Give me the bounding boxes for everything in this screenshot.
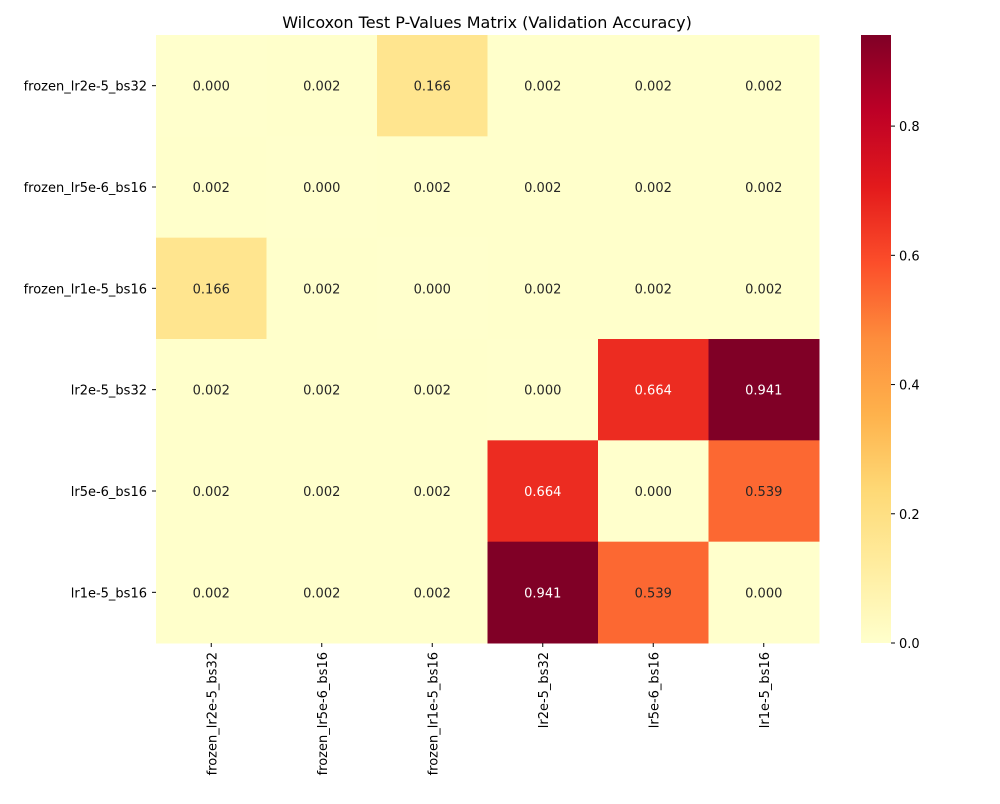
cell-value-label: 0.002 (303, 80, 340, 95)
cell-value-label: 0.002 (635, 80, 672, 95)
x-tick-label: frozen_lr5e-6_bs16 (316, 652, 331, 775)
x-tick-label: lr1e-5_bs16 (758, 652, 773, 728)
colorbar-tick-label: 0.8 (899, 120, 920, 135)
colorbar-tick-label: 0.6 (899, 249, 920, 264)
colorbar-tick-label: 0.2 (899, 508, 920, 523)
cell-value-label: 0.000 (303, 181, 340, 196)
cell-value-label: 0.000 (745, 586, 782, 601)
cell-value-label: 0.002 (303, 586, 340, 601)
cell-value-label: 0.002 (303, 485, 340, 500)
cell-value-label: 0.002 (414, 384, 451, 399)
heatmap-cells (156, 35, 820, 644)
colorbar-tick-label: 0.4 (899, 379, 920, 394)
cell-value-label: 0.002 (635, 181, 672, 196)
y-tick-label: lr2e-5_bs32 (71, 384, 147, 399)
heatmap-cell (708, 541, 820, 644)
cell-value-label: 0.002 (745, 282, 782, 297)
heatmap-cell (708, 237, 820, 340)
heatmap-cell (487, 136, 599, 239)
heatmap-cell (156, 237, 267, 340)
y-tick-label: frozen_lr5e-6_bs16 (24, 181, 147, 196)
heatmap-cell (487, 440, 599, 543)
y-axis: frozen_lr2e-5_bs32 frozen_lr5e-6_bs16froz… (24, 80, 156, 601)
cell-value-label: 0.002 (745, 80, 782, 95)
cell-value-label: 0.002 (193, 384, 230, 399)
cell-value-label: 0.002 (745, 181, 782, 196)
cell-value-label: 0.002 (193, 586, 230, 601)
heatmap-cell (156, 339, 267, 441)
cell-value-label: 0.000 (193, 80, 230, 95)
colorbar: 0.0 0.2 0.4 0.6 0.8 (861, 35, 920, 652)
heatmap-cell (598, 541, 709, 644)
heatmap-cell (377, 35, 488, 137)
heatmap-cell (598, 339, 709, 441)
heatmap-cell (266, 237, 378, 340)
heatmap-cell (266, 440, 378, 543)
x-tick-label: lr2e-5_bs32 (537, 652, 552, 728)
y-tick-label: frozen_lr1e-5_bs16 (24, 282, 147, 297)
heatmap-cell (266, 35, 378, 137)
x-tick-label: frozen_lr1e-5_bs16 (426, 652, 441, 775)
cell-value-label: 0.002 (193, 485, 230, 500)
cell-value-label: 0.166 (193, 282, 230, 297)
heatmap-cell (598, 35, 709, 137)
cell-value-label: 0.002 (635, 282, 672, 297)
heatmap-cell (377, 339, 488, 441)
cell-value-label: 0.002 (414, 181, 451, 196)
heatmap-cell (156, 541, 267, 644)
heatmap-cell (266, 136, 378, 239)
cell-value-label: 0.539 (745, 485, 782, 500)
y-tick-label: lr1e-5_bs16 (71, 586, 147, 601)
cell-value-label: 0.002 (414, 485, 451, 500)
chart-title: Wilcoxon Test P-Values Matrix (Validatio… (282, 13, 692, 32)
cell-value-label: 0.002 (524, 80, 561, 95)
cell-value-label: 0.941 (524, 586, 561, 601)
heatmap-cell (377, 237, 488, 340)
colorbar-gradient (861, 35, 891, 643)
heatmap-cell (598, 440, 709, 543)
cell-value-label: 0.941 (745, 384, 782, 399)
cell-value-label: 0.002 (414, 586, 451, 601)
heatmap-cell (708, 339, 820, 441)
heatmap-cell (156, 35, 267, 137)
cell-value-label: 0.664 (524, 485, 561, 500)
y-tick-label: frozen_lr2e-5_bs32 (24, 80, 147, 95)
x-tick-label: lr5e-6_bs16 (647, 652, 662, 728)
heatmap-cell (487, 339, 599, 441)
cell-value-label: 0.002 (193, 181, 230, 196)
heatmap-cell (487, 237, 599, 340)
heatmap-cell (708, 136, 820, 239)
heatmap-cell (377, 440, 488, 543)
heatmap-cell (708, 35, 820, 137)
y-tick-label: lr5e-6_bs16 (71, 485, 147, 500)
x-tick-label: frozen_lr2e-5_bs32 (205, 652, 220, 775)
cell-value-label: 0.539 (635, 586, 672, 601)
heatmap-cell (156, 440, 267, 543)
heatmap-cell (487, 35, 599, 137)
cell-value-label: 0.166 (414, 80, 451, 95)
cell-value-label: 0.000 (414, 282, 451, 297)
heatmap-cell (377, 541, 488, 644)
heatmap-cell (598, 237, 709, 340)
cell-value-label: 0.000 (635, 485, 672, 500)
cell-value-label: 0.002 (303, 384, 340, 399)
heatmap-cell (266, 541, 378, 644)
cell-value-label: 0.664 (635, 384, 672, 399)
heatmap-cell (377, 136, 488, 239)
cell-value-label: 0.002 (524, 181, 561, 196)
cell-value-label: 0.002 (303, 282, 340, 297)
heatmap-cell (598, 136, 709, 239)
heatmap-cell (266, 339, 378, 441)
x-axis: frozen_lr2e-5_bs32 frozen_lr5e-6_bs16 froz… (205, 643, 773, 775)
heatmap-cell (708, 440, 820, 543)
colorbar-tick-label: 0.0 (899, 637, 920, 652)
cell-value-label: 0.000 (524, 384, 561, 399)
heatmap-cell (487, 541, 599, 644)
heatmap-cell (156, 136, 267, 239)
heatmap-cell-labels: 0.000 0.002 0.166 0.002 0.002 0.002 0.002 0.000… (193, 80, 783, 602)
cell-value-label: 0.002 (524, 282, 561, 297)
